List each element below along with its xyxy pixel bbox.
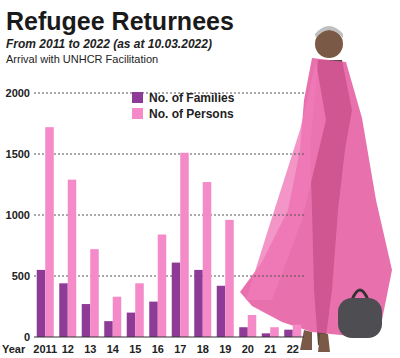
bar: [149, 302, 158, 337]
bars: [37, 127, 302, 337]
x-tick-label: 16: [152, 343, 164, 355]
bar: [203, 182, 212, 337]
bar: [158, 235, 167, 337]
x-tick-label: 13: [84, 343, 96, 355]
bar: [239, 327, 248, 337]
bag: [338, 298, 382, 338]
x-tick-label: 15: [129, 343, 141, 355]
y-tick-label: 1500: [6, 148, 30, 160]
x-tick-label: 12: [62, 343, 74, 355]
bar: [104, 321, 113, 337]
chart: Refugee Returnees From 2011 to 2022 (as a…: [0, 0, 400, 358]
bar: [217, 286, 226, 337]
y-tick-label: 2000: [6, 87, 30, 99]
y-tick-label: 500: [12, 270, 30, 282]
x-tick-label: 17: [174, 343, 186, 355]
bar: [113, 297, 122, 337]
subtitle: From 2011 to 2022 (as at 10.03.2022): [6, 37, 212, 51]
grid-line: [34, 154, 304, 155]
bar: [68, 180, 77, 337]
x-tick-label: 2011: [33, 343, 57, 355]
hair: [315, 26, 343, 38]
legend-swatch: [132, 108, 143, 119]
bar: [127, 313, 136, 337]
x-axis-line: [34, 337, 304, 338]
bar: [37, 270, 46, 337]
illustration: [240, 26, 392, 352]
bar: [284, 330, 293, 337]
y-tick-label: 1000: [6, 209, 30, 221]
title: Refugee Returnees: [6, 7, 234, 35]
bar: [135, 283, 144, 337]
annotation: Arrival with UNHCR Facilitation: [6, 53, 158, 65]
bar: [90, 249, 99, 337]
legend-label: No. of Families: [149, 91, 235, 105]
x-tick-label: 21: [264, 343, 276, 355]
feet: [300, 330, 330, 352]
bar: [270, 327, 279, 337]
y-tick-label: 0: [24, 331, 30, 343]
legend-swatch: [132, 92, 143, 103]
bar: [45, 127, 54, 337]
bar: [248, 315, 257, 337]
x-tick-label: 18: [197, 343, 209, 355]
saree-fold: [246, 62, 326, 300]
bar: [82, 304, 91, 337]
legend: No. of Families No. of Persons: [132, 91, 235, 121]
x-tick-label: 19: [219, 343, 231, 355]
x-tick-label: 14: [107, 343, 120, 355]
bar: [262, 333, 271, 337]
x-axis-label: Year: [2, 343, 26, 355]
bar: [59, 283, 68, 337]
x-tick-label: 20: [242, 343, 254, 355]
bar: [293, 325, 302, 337]
bar: [172, 263, 181, 337]
legend-label: No. of Persons: [149, 107, 234, 121]
saree: [240, 58, 392, 336]
x-tick-label: 22: [287, 343, 299, 355]
bar: [225, 220, 234, 337]
bar: [180, 153, 189, 337]
bar: [194, 270, 203, 337]
